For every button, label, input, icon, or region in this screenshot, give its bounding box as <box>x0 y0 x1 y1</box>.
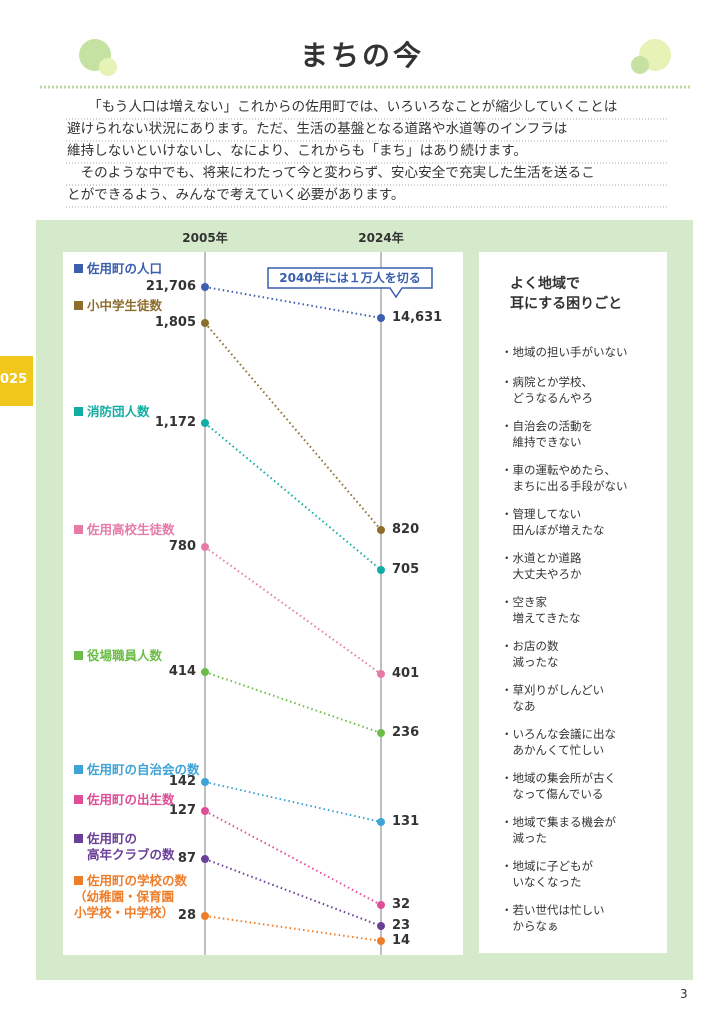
point <box>201 668 209 676</box>
legend-label: 佐用町の人口 <box>87 261 163 276</box>
legend-swatch <box>74 301 83 310</box>
point <box>377 566 385 574</box>
sidebar-item: ・いろんな会議に出な あかんくて忙しい <box>501 727 616 758</box>
sidebar-item: ・空き家 増えてきたな <box>501 595 581 626</box>
callout: 2040年には１万人を切る <box>279 271 421 285</box>
legend-swatch <box>74 525 83 534</box>
slope-line <box>204 286 382 319</box>
sidebar-item: ・お店の数 減ったな <box>501 639 559 670</box>
point <box>201 283 209 291</box>
value-label: 705 <box>392 562 420 577</box>
legend-swatch <box>74 834 83 843</box>
value-label: 32 <box>392 897 411 912</box>
value-label: 401 <box>392 666 420 681</box>
legend-label: 佐用町の 高年クラブの数 <box>87 831 175 862</box>
value-label: 1,172 <box>154 415 196 430</box>
point <box>201 419 209 427</box>
value-label: 23 <box>392 918 411 933</box>
value-label: 236 <box>392 725 420 740</box>
point <box>201 807 209 815</box>
legend-label: 佐用町の学校の数 <box>87 873 188 888</box>
x-label: 2024年 <box>358 231 404 245</box>
slope-line <box>204 810 382 906</box>
decoration <box>99 58 117 76</box>
point <box>201 778 209 786</box>
legend-label: 佐用町の出生数 <box>87 792 175 807</box>
legend-swatch <box>74 264 83 273</box>
value-label: 780 <box>168 539 196 554</box>
sidebar-item: ・自治会の活動を 維持できない <box>501 419 593 450</box>
value-label: 14,631 <box>392 310 443 325</box>
point <box>201 912 209 920</box>
intro-line: 維持しないといけないし、なにより、これからも「まち」はあり続けます。 <box>67 143 528 159</box>
value-label: 142 <box>168 774 196 789</box>
point <box>377 901 385 909</box>
legend-swatch <box>74 795 83 804</box>
value-label: 14 <box>392 933 411 948</box>
point <box>377 729 385 737</box>
x-label: 2005年 <box>182 231 228 245</box>
legend-note: （幼稚園・保育園 小学校・中学校） <box>74 889 175 921</box>
point <box>377 670 385 678</box>
sidebar-item: ・地域の担い手がいない <box>501 345 628 359</box>
value-label: 131 <box>392 814 420 829</box>
sidebar-item: ・車の運転やめたら、 まちに出る手段がない <box>501 463 628 494</box>
intro-line: 避けられない状況にあります。ただ、生活の基盤となる道路や水道等のインフラは <box>67 121 568 137</box>
value-label: 1,805 <box>154 315 196 330</box>
value-label: 127 <box>168 803 196 818</box>
value-label: 87 <box>177 851 196 866</box>
sidebar-item: ・地域の集会所が古く なって傷んでいる <box>501 771 616 802</box>
point <box>377 922 385 930</box>
page-number: 3 <box>680 987 688 1001</box>
sidebar-item: ・草刈りがしんどい なあ <box>501 683 605 714</box>
sidebar-box <box>479 252 667 953</box>
sidebar-item: ・地域で集まる機会が 減った <box>501 815 616 846</box>
slope-line <box>204 546 382 675</box>
decoration <box>631 56 649 74</box>
value-label: 28 <box>177 908 196 923</box>
slope-line <box>204 781 382 823</box>
callout-box <box>267 267 433 299</box>
page-title: まちの今 <box>299 39 424 72</box>
point <box>377 314 385 322</box>
legend-label: 消防団人数 <box>87 404 150 419</box>
sidebar-item: ・地域に子どもが いなくなった <box>501 859 593 890</box>
sidebar-item: ・病院とか学校、 どうなるんやろ <box>501 375 593 406</box>
slope-line <box>204 322 382 531</box>
side-tab <box>0 356 33 406</box>
legend-label: 役場職員人数 <box>87 648 163 663</box>
point <box>201 855 209 863</box>
point <box>201 543 209 551</box>
legend-swatch <box>74 876 83 885</box>
intro-line: とができるよう、みんなで考えていく必要があります。 <box>67 187 405 203</box>
sidebar-item: ・管理してない 田んぼが増えたな <box>501 507 605 538</box>
legend-swatch <box>74 651 83 660</box>
legend-label: 佐用高校生徒数 <box>87 522 175 537</box>
legend-label: 佐用町の自治会の数 <box>87 762 200 777</box>
point <box>201 319 209 327</box>
legend-label: 小中学生徒数 <box>87 298 163 313</box>
value-label: 820 <box>392 522 420 537</box>
sidebar-title: よく地域で 耳にする困りごと <box>510 276 623 313</box>
chart-box <box>63 252 463 955</box>
legend-swatch <box>74 407 83 416</box>
point <box>377 937 385 945</box>
intro-line: そのような中でも、将来にわたって今と変わらず、安心安全で充実した生活を送るこ <box>67 165 595 181</box>
value-label: 414 <box>168 664 196 679</box>
point <box>377 818 385 826</box>
side-tab-text: 025 <box>0 372 28 387</box>
intro-line: 「もう人口は増えない」これからの佐用町では、いろいろなことが縮少していくことは <box>88 99 618 115</box>
point <box>377 526 385 534</box>
legend-swatch <box>74 765 83 774</box>
sidebar-item: ・若い世代は忙しい からなぁ <box>501 903 605 934</box>
sidebar-item: ・水道とか道路 大丈夫やろか <box>501 551 582 582</box>
value-label: 21,706 <box>145 279 196 294</box>
